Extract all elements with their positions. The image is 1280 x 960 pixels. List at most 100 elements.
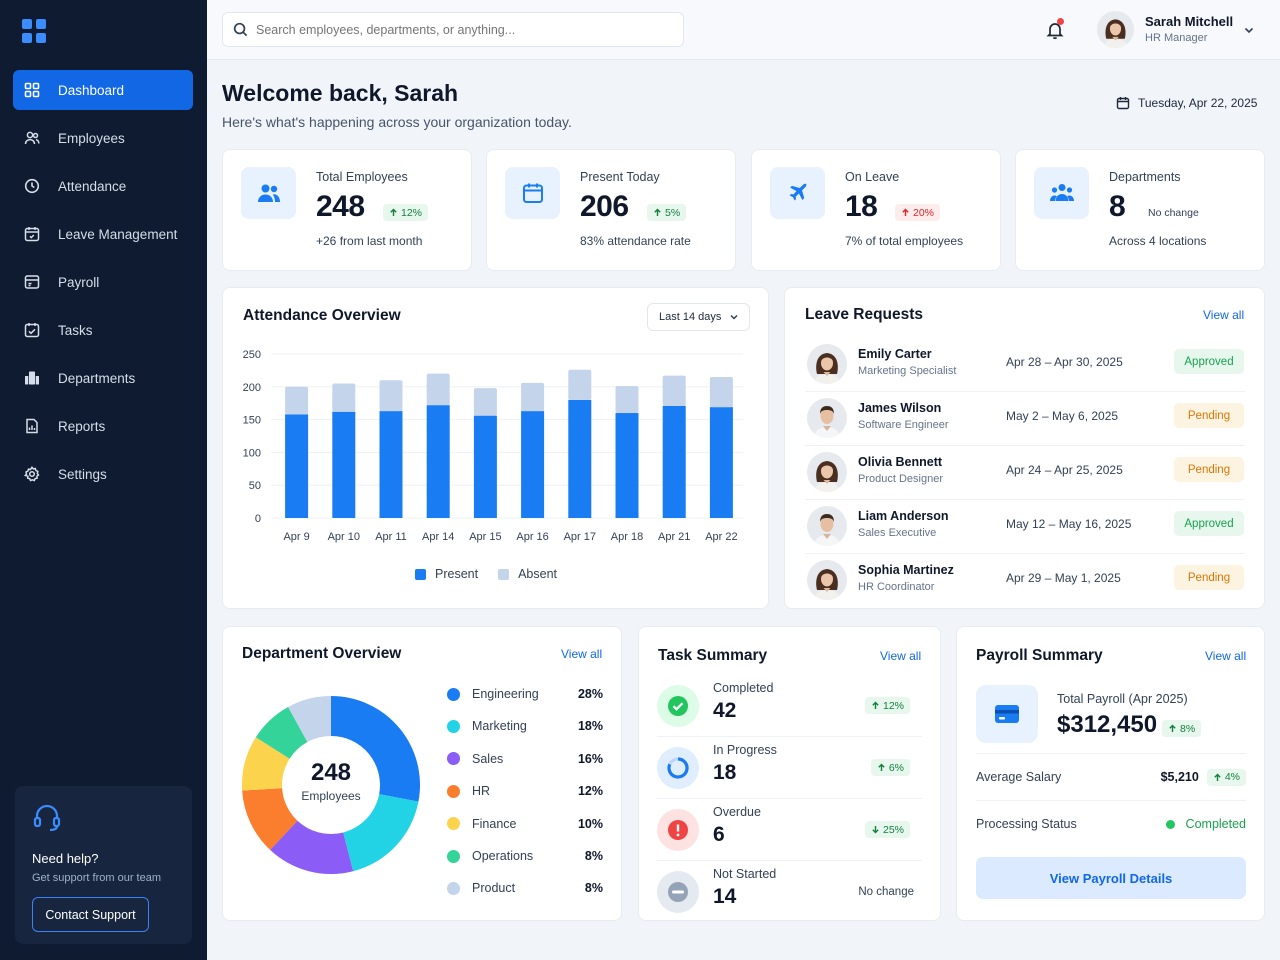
legend-present[interactable]: Present (415, 567, 478, 581)
bar-present[interactable] (709, 407, 733, 518)
department-item-finance[interactable]: Finance 10% (447, 814, 603, 834)
users-icon (24, 130, 40, 146)
leave-request-row[interactable]: James Wilson Software Engineer May 2 – May… (805, 392, 1245, 446)
department-card: Department Overview View all 248 Employe… (222, 626, 622, 921)
stat-card-on-leave[interactable]: On Leave 18 20% 7% of total employees (751, 149, 1001, 271)
leave-view-all-link[interactable]: View all (1203, 308, 1245, 322)
notification-bell-icon[interactable] (1045, 18, 1065, 40)
sidebar-item-dashboard[interactable]: Dashboard (13, 70, 193, 110)
user-avatar[interactable] (1097, 11, 1134, 48)
range-select[interactable]: Last 14 days (647, 303, 750, 331)
sidebar-item-reports[interactable]: Reports (13, 406, 193, 446)
stat-value: 18 (845, 190, 878, 223)
sidebar-item-tasks[interactable]: Tasks (13, 310, 193, 350)
sidebar-item-label: Payroll (58, 274, 100, 290)
search-input[interactable] (256, 22, 656, 37)
user-name[interactable]: Sarah Mitchell (1145, 14, 1234, 29)
task-row-not-started[interactable]: Not Started 14 No change (657, 861, 922, 923)
avatar (807, 344, 847, 384)
chevron-down-icon[interactable] (1243, 24, 1255, 36)
sidebar-item-payroll[interactable]: Payroll (13, 262, 193, 302)
processing-status-value: Completed (1185, 817, 1246, 831)
clock-icon (24, 178, 40, 194)
task-label: Overdue (713, 805, 761, 819)
donut-slice-product[interactable] (288, 696, 331, 743)
processing-status-value-group: Completed (1165, 817, 1246, 831)
user-role: HR Manager (1145, 32, 1208, 44)
bar-absent[interactable] (379, 380, 403, 412)
leave-request-row[interactable]: Sophia Martinez HR Coordinator Apr 29 – Ma… (805, 554, 1245, 608)
search-box[interactable] (222, 12, 684, 47)
bar-absent[interactable] (473, 388, 497, 416)
donut-slice-operations[interactable] (255, 707, 308, 759)
stat-card-present-today[interactable]: Present Today 206 5% 83% attendance rate (486, 149, 736, 271)
task-view-all-link[interactable]: View all (880, 649, 922, 663)
department-item-hr[interactable]: HR 12% (447, 781, 603, 801)
donut-slice-sales[interactable] (270, 820, 354, 874)
employee-name: Emily Carter (858, 347, 932, 361)
donut-slice-finance[interactable] (242, 737, 290, 791)
bar-present[interactable] (568, 399, 592, 518)
task-badge-value: 25% (882, 823, 904, 836)
stat-card-total-employees[interactable]: Total Employees 248 12% +26 from last month (222, 149, 472, 271)
bar-present[interactable] (473, 415, 497, 518)
department-donut-chart (242, 696, 420, 874)
payroll-view-all-link[interactable]: View all (1205, 649, 1247, 663)
arrow-up-icon (878, 763, 885, 771)
legend-swatch (498, 568, 510, 580)
legend-present-label: Present (435, 567, 479, 581)
bar-absent[interactable] (285, 386, 309, 415)
sidebar-item-attendance[interactable]: Attendance (13, 166, 193, 206)
task-row-completed[interactable]: Completed 42 12% (657, 675, 922, 737)
task-row-in-progress[interactable]: In Progress 18 6% (657, 737, 922, 799)
y-tick-label: 50 (249, 480, 261, 492)
grid-logo-icon[interactable] (22, 19, 46, 43)
sidebar-item-departments[interactable]: Departments (13, 358, 193, 398)
department-item-engineering[interactable]: Engineering 28% (447, 684, 603, 704)
bar-absent[interactable] (521, 382, 545, 412)
department-item-marketing[interactable]: Marketing 18% (447, 716, 603, 736)
legend-absent[interactable]: Absent (498, 567, 557, 581)
task-row-overdue[interactable]: Overdue 6 25% (657, 799, 922, 861)
bar-present[interactable] (521, 411, 545, 518)
donut-slice-hr[interactable] (242, 788, 298, 850)
avatar (807, 506, 847, 546)
bar-absent[interactable] (568, 369, 592, 400)
contact-support-button[interactable]: Contact Support (32, 897, 149, 932)
department-item-operations[interactable]: Operations 8% (447, 846, 603, 866)
bar-absent[interactable] (615, 386, 639, 414)
sidebar-item-leave-management[interactable]: Leave Management (13, 214, 193, 254)
bar-absent[interactable] (662, 375, 686, 406)
bar-present[interactable] (285, 414, 309, 518)
leave-request-row[interactable]: Emily Carter Marketing Specialist Apr 28 –… (805, 338, 1245, 392)
leave-request-row[interactable]: Olivia Bennett Product Designer Apr 24 – A… (805, 446, 1245, 500)
bar-present[interactable] (379, 411, 403, 518)
bar-present[interactable] (332, 411, 356, 518)
x-tick-label: Apr 16 (516, 531, 548, 543)
department-item-sales[interactable]: Sales 16% (447, 749, 603, 769)
sidebar-item-employees[interactable]: Employees (13, 118, 193, 158)
view-payroll-details-button[interactable]: View Payroll Details (976, 857, 1246, 899)
users-icon (241, 167, 296, 219)
stat-badge: 12% (383, 204, 429, 221)
stat-card-departments[interactable]: Departments 8 No change Across 4 locations (1015, 149, 1265, 271)
department-view-all-link[interactable]: View all (561, 647, 603, 661)
donut-slice-marketing[interactable] (343, 794, 419, 872)
sidebar-item-settings[interactable]: Settings (13, 454, 193, 494)
donut-center: 248 Employees (283, 759, 379, 803)
department-name: Operations (472, 849, 534, 863)
department-item-product[interactable]: Product 8% (447, 878, 603, 898)
bar-absent[interactable] (332, 383, 356, 412)
bar-absent[interactable] (426, 373, 450, 406)
bar-present[interactable] (662, 405, 686, 518)
bar-absent[interactable] (709, 376, 733, 408)
task-badge: 6% (870, 759, 910, 776)
leave-request-row[interactable]: Liam Anderson Sales Executive May 12 – May… (805, 500, 1245, 554)
donut-slice-engineering[interactable] (331, 696, 420, 802)
alert-icon (657, 809, 699, 851)
task-badge: No change (852, 883, 920, 900)
employee-role: Sales Executive (858, 527, 937, 539)
department-name: HR (472, 784, 491, 799)
bar-present[interactable] (615, 413, 639, 518)
bar-present[interactable] (426, 405, 450, 518)
